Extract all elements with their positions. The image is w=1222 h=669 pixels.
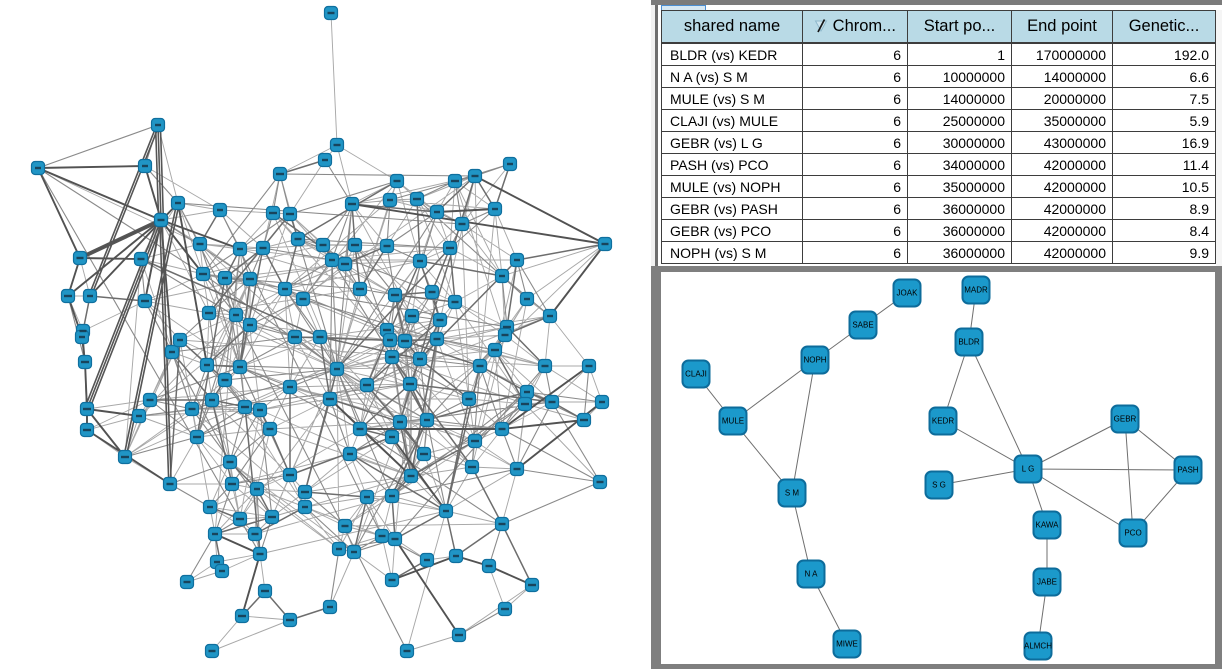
svg-text:JOAK: JOAK [897, 289, 919, 298]
svg-text:SABE: SABE [852, 321, 873, 330]
svg-text:MULE: MULE [722, 417, 744, 426]
svg-text:S M: S M [785, 489, 800, 498]
svg-text:PASH: PASH [1177, 466, 1198, 475]
svg-text:NOPH: NOPH [803, 356, 826, 365]
svg-text:S G: S G [932, 481, 946, 490]
svg-text:CLAJI: CLAJI [685, 370, 707, 379]
svg-text:N A: N A [805, 570, 819, 579]
svg-text:ALMCH: ALMCH [1024, 642, 1052, 651]
svg-text:MIWE: MIWE [836, 640, 858, 649]
svg-text:GEBR: GEBR [1114, 415, 1137, 424]
svg-text:KEDR: KEDR [932, 417, 954, 426]
svg-text:PCO: PCO [1124, 529, 1141, 538]
svg-text:BLDR: BLDR [958, 338, 980, 347]
svg-text:KAWA: KAWA [1036, 521, 1060, 530]
svg-text:L G: L G [1022, 465, 1035, 474]
svg-text:JABE: JABE [1037, 578, 1057, 587]
svg-text:MADR: MADR [964, 286, 988, 295]
